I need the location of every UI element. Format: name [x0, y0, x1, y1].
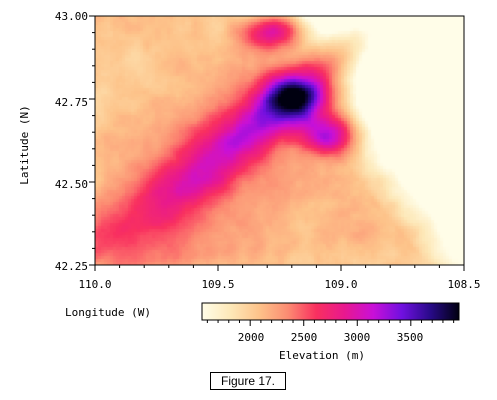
figure-caption: Figure 17. — [210, 372, 286, 390]
x-axis-label: Longitude (W) — [65, 306, 151, 319]
x-tick-label: 109.0 — [324, 278, 357, 291]
x-tick-label: 109.5 — [201, 278, 234, 291]
colorbar — [201, 302, 460, 321]
y-tick-label: 43.00 — [55, 10, 88, 23]
plot-frame — [94, 15, 465, 266]
colorbar-tick-label: 3500 — [397, 331, 424, 344]
colorbar-label: Elevation (m) — [279, 349, 365, 362]
x-tick-label: 108.5 — [447, 278, 480, 291]
axis-ticks — [89, 15, 465, 271]
y-axis-label: Latitude (N) — [18, 105, 31, 184]
x-tick-label: 110.0 — [78, 278, 111, 291]
y-tick-label: 42.50 — [55, 178, 88, 191]
y-tick-label: 42.25 — [55, 260, 88, 273]
elevation-raster — [95, 16, 464, 265]
colorbar-tick-label: 3000 — [344, 331, 371, 344]
y-tick-label: 42.75 — [55, 96, 88, 109]
elevation-heatmap — [95, 16, 464, 265]
colorbar-ticks — [206, 320, 455, 326]
colorbar-tick-label: 2000 — [238, 331, 265, 344]
colorbar-tick-label: 2500 — [291, 331, 318, 344]
